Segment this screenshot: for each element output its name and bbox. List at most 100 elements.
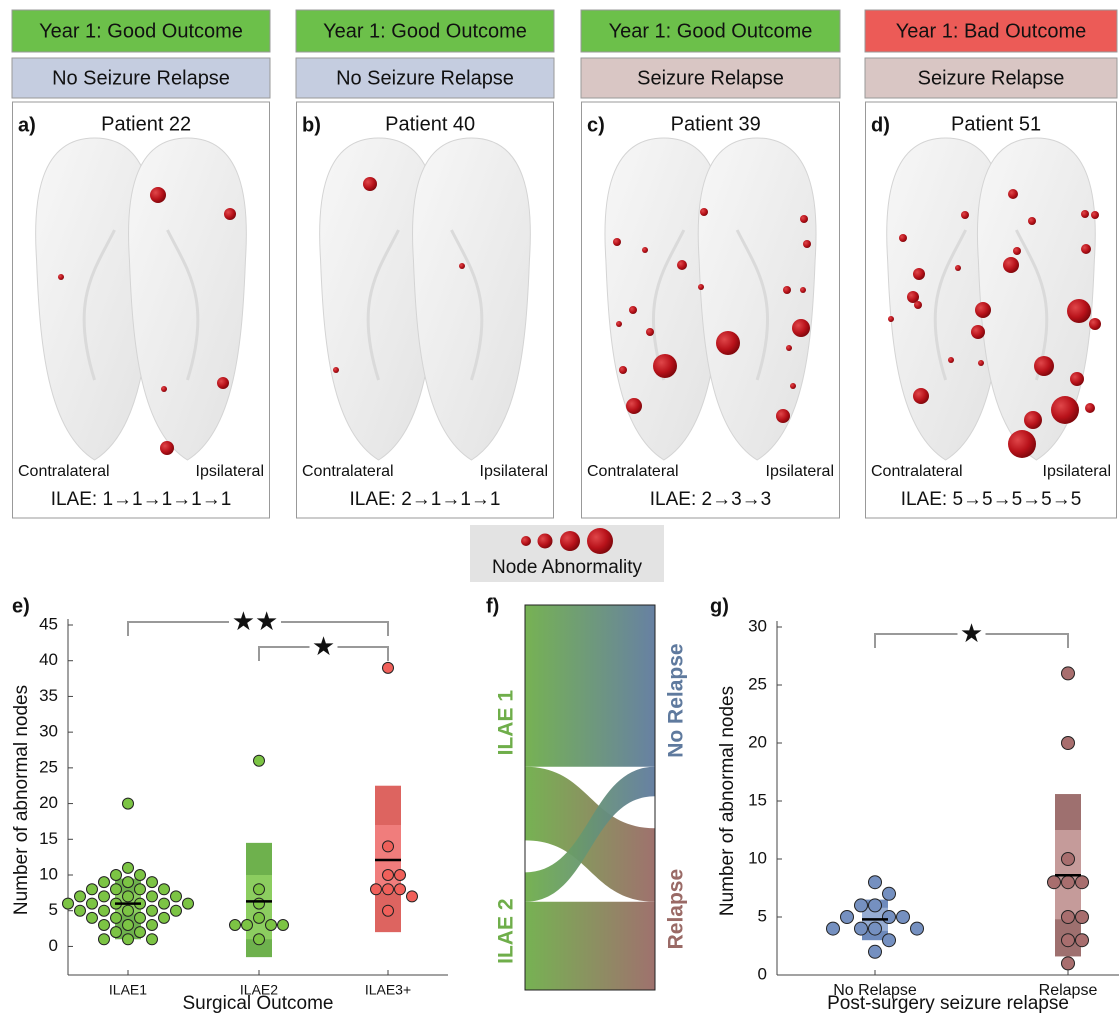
brain-node <box>971 325 985 339</box>
panel-label: d) <box>871 114 890 136</box>
data-point <box>395 884 406 895</box>
brain-node <box>1003 257 1019 273</box>
data-point <box>395 870 406 881</box>
brain-node <box>955 265 961 271</box>
brain-node <box>975 302 991 318</box>
sankey-node-label: ILAE 2 <box>495 898 518 963</box>
page: {"panels": [ {"label": "a)", "outcome": … <box>0 0 1119 1016</box>
data-point <box>371 884 382 895</box>
data-point <box>123 934 134 945</box>
significance-stars: ★ <box>960 618 983 648</box>
outcome-label: Year 1: Good Outcome <box>323 20 527 42</box>
brain-node <box>1070 372 1084 386</box>
sankey-node-label: No Relapse <box>665 643 688 757</box>
data-point <box>827 922 840 935</box>
y-axis-label: Number of abnormal nodes <box>11 685 32 915</box>
data-point <box>1076 911 1089 924</box>
data-point <box>183 898 194 909</box>
ilae-label: ILAE: 1→1→1→1→1 <box>51 489 232 510</box>
brain-node <box>786 345 792 351</box>
data-point <box>1062 934 1075 947</box>
side-label: Contralateral <box>18 463 110 480</box>
legend-node <box>538 534 553 549</box>
side-label: Ipsilateral <box>1043 463 1111 480</box>
data-point <box>254 898 265 909</box>
legend-node <box>560 531 580 551</box>
data-point <box>855 922 868 935</box>
data-point <box>254 934 265 945</box>
outcome-label: Year 1: Good Outcome <box>609 20 813 42</box>
data-point <box>383 870 394 881</box>
data-point <box>1076 934 1089 947</box>
brain-node <box>792 319 810 337</box>
brain-node <box>58 274 64 280</box>
side-label: Contralateral <box>302 463 394 480</box>
brain-node <box>677 260 687 270</box>
data-point <box>159 898 170 909</box>
x-tick-label: ILAE2 <box>240 982 278 998</box>
data-point <box>123 891 134 902</box>
side-label: Contralateral <box>871 463 963 480</box>
data-point <box>171 905 182 916</box>
data-point <box>855 899 868 912</box>
y-tick-label: 0 <box>49 936 58 955</box>
brain-node <box>1081 244 1091 254</box>
data-point <box>266 920 277 931</box>
relapse-label: No Seizure Relapse <box>52 67 230 89</box>
brain-node <box>716 331 740 355</box>
side-label: Ipsilateral <box>196 463 264 480</box>
y-tick-label: 40 <box>39 650 58 669</box>
brain-node <box>914 301 922 309</box>
data-point <box>383 662 394 673</box>
brain-node <box>776 409 790 423</box>
brain-node <box>1008 189 1018 199</box>
brain-node <box>800 215 808 223</box>
data-point <box>869 899 882 912</box>
brain-node <box>217 377 229 389</box>
brain-node <box>1091 211 1099 219</box>
y-tick-label: 20 <box>39 793 58 812</box>
brain-node <box>913 388 929 404</box>
y-tick-label: 15 <box>39 829 58 848</box>
figure: Node Abnormality Year 1: Good OutcomeNo … <box>0 0 1119 1016</box>
relapse-label: Seizure Relapse <box>918 67 1065 89</box>
x-tick-label: Relapse <box>1039 982 1098 999</box>
patient-label: Patient 51 <box>951 113 1041 135</box>
data-point <box>1062 911 1075 924</box>
data-point <box>123 862 134 873</box>
data-point <box>254 912 265 923</box>
patient-label: Patient 39 <box>671 113 761 135</box>
data-point <box>230 920 241 931</box>
data-point <box>869 922 882 935</box>
data-point <box>87 898 98 909</box>
data-point <box>111 884 122 895</box>
patient-label: Patient 40 <box>385 113 475 135</box>
brain-node <box>888 316 894 322</box>
brain-node <box>459 263 465 269</box>
data-point <box>911 922 924 935</box>
brain-node <box>961 211 969 219</box>
data-point <box>147 891 158 902</box>
brain-node <box>363 177 377 191</box>
panel-label: b) <box>302 114 321 136</box>
sankey-link <box>525 605 655 767</box>
brain-node <box>1028 217 1036 225</box>
brain-node <box>698 284 704 290</box>
sankey-link <box>525 902 655 990</box>
brain-node <box>803 240 811 248</box>
data-point <box>383 905 394 916</box>
sankey-node-label: ILAE 1 <box>495 690 518 756</box>
data-point <box>75 891 86 902</box>
brain-node <box>1051 396 1079 424</box>
panel-label: f) <box>486 595 499 617</box>
data-point <box>99 891 110 902</box>
ilae-label: ILAE: 5→5→5→5→5 <box>901 489 1082 510</box>
panel-label: c) <box>587 114 605 136</box>
y-tick-label: 25 <box>39 757 58 776</box>
data-point <box>99 934 110 945</box>
data-point <box>883 911 896 924</box>
data-point <box>883 934 896 947</box>
sankey-node-label: Relapse <box>665 869 688 950</box>
brain-node <box>616 321 622 327</box>
side-label: Contralateral <box>587 463 679 480</box>
